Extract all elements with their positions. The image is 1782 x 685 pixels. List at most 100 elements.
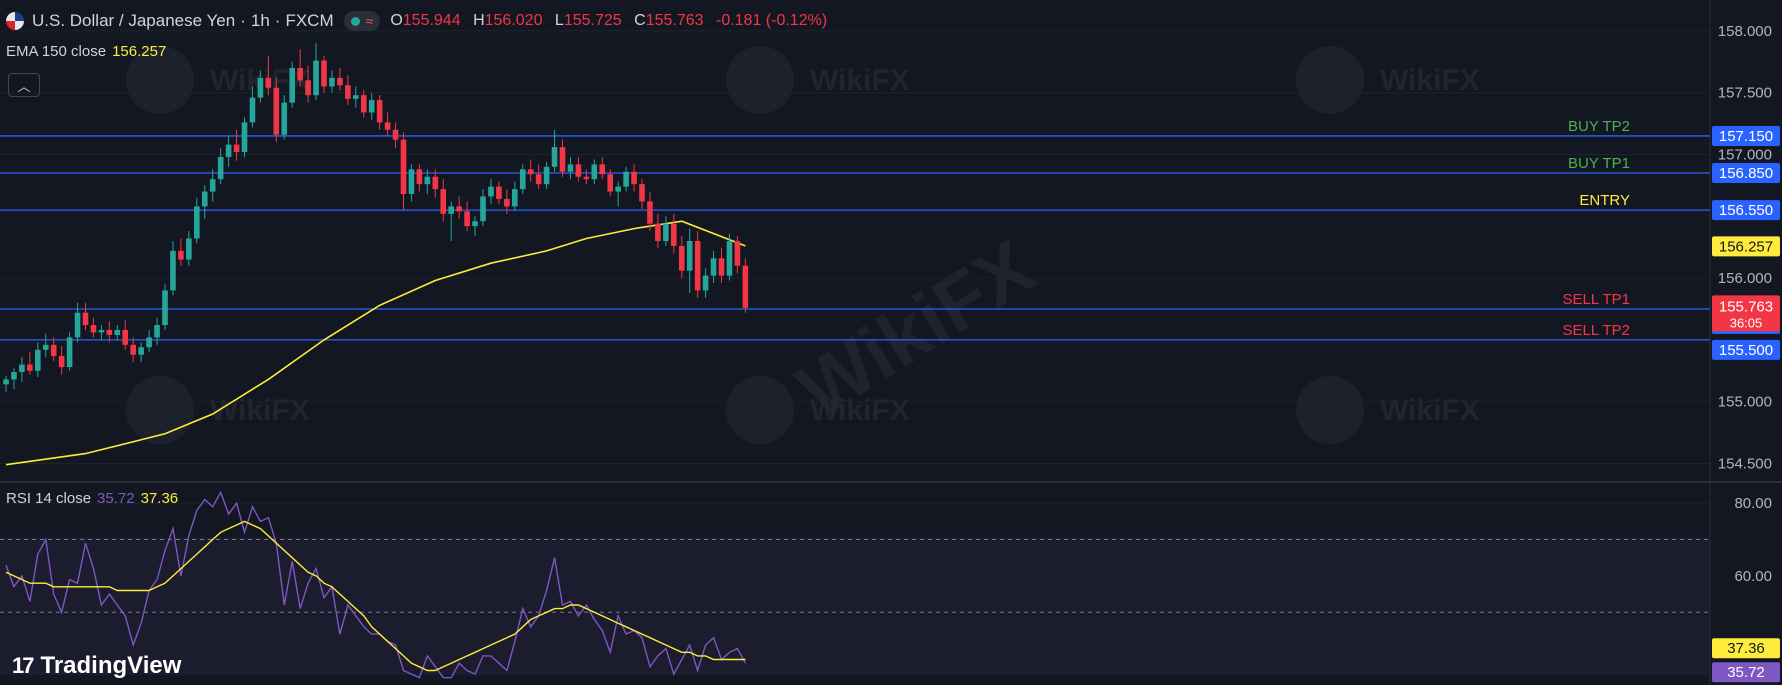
candle-body — [27, 364, 33, 371]
candle-body — [106, 329, 113, 335]
candle-body — [98, 329, 105, 333]
candle-body — [599, 164, 606, 175]
candle-body — [122, 329, 129, 345]
candle — [186, 231, 192, 266]
collapse-legend-button[interactable]: ︿ — [8, 73, 40, 97]
candle — [217, 148, 224, 185]
last-price-text: 155.763 — [1719, 298, 1773, 315]
price-tag: 157.150 — [1712, 125, 1780, 146]
candle-body — [321, 60, 327, 87]
candle — [106, 321, 113, 343]
symbol-title[interactable]: U.S. Dollar / Japanese Yen — [32, 11, 236, 30]
candle — [19, 357, 25, 382]
candle-body — [559, 147, 566, 172]
candle — [376, 95, 383, 130]
candle-body — [345, 85, 351, 99]
candle-body — [66, 337, 73, 368]
level-name: ENTRY — [1579, 192, 1630, 209]
candle — [615, 181, 621, 207]
rsi-legend[interactable]: RSI 14 close 35.72 37.36 — [6, 490, 178, 507]
candle-body — [718, 258, 725, 276]
price-tag: 155.500 — [1712, 339, 1780, 360]
watermark-text: WikiFX — [810, 394, 910, 427]
candle — [527, 159, 534, 182]
candle — [551, 129, 558, 172]
candle — [631, 164, 637, 192]
level-lines: BUY TP2 BUY TP1 ENTRY SELL TP1 SELL TP2 — [0, 118, 1710, 341]
candle — [543, 161, 550, 190]
market-status-badge[interactable]: ≈ — [343, 11, 381, 31]
candle-body — [591, 164, 598, 180]
price-tick-label: 158.000 — [1718, 23, 1772, 40]
candle-body — [217, 156, 224, 180]
candle-body — [694, 241, 701, 291]
rsi-guide-lines — [0, 502, 1710, 613]
candle — [66, 332, 73, 371]
candle-body — [353, 95, 359, 99]
candle — [360, 90, 367, 118]
price-axis-labels: 158.000 157.500 157.000 156.000 155.000 154.5… — [1718, 23, 1772, 473]
price-tag-text: 155.500 — [1719, 342, 1773, 359]
candle-body — [424, 176, 431, 185]
candle-body — [710, 258, 717, 276]
candle-body — [686, 241, 693, 271]
candle — [678, 236, 685, 279]
candle — [35, 342, 41, 377]
candle-body — [42, 344, 49, 350]
candle-body — [241, 122, 248, 153]
candle — [456, 196, 462, 219]
price-tag: 156.850 — [1712, 163, 1780, 184]
rsi-ma-tag: 37.36 — [1712, 638, 1780, 659]
interval-label[interactable]: 1h — [250, 11, 270, 30]
price-tag-text: 156.257 — [1719, 238, 1773, 255]
price-tag-text: 156.550 — [1719, 202, 1773, 219]
rsi-tag-bg — [1712, 662, 1780, 683]
candle — [424, 169, 431, 195]
candle-body — [249, 97, 256, 123]
price-tag-bg — [1712, 339, 1780, 360]
candle — [58, 346, 65, 375]
candle-body — [82, 312, 89, 326]
candle-body — [368, 100, 375, 113]
candle-body — [186, 238, 192, 260]
candle-body — [11, 372, 17, 380]
exchange-label: FXCM — [285, 11, 334, 30]
change-value: -0.181 (-0.12%) — [715, 12, 828, 29]
candle-body — [543, 166, 550, 185]
candle — [623, 166, 629, 192]
candle — [146, 329, 152, 353]
usd-jpy-flag-icon — [6, 12, 24, 30]
wave-icon: ≈ — [365, 13, 374, 29]
candle — [535, 164, 542, 190]
price-tick-label: 156.000 — [1718, 270, 1772, 287]
candle — [519, 164, 526, 195]
candle — [50, 337, 57, 361]
price-tag-bg — [1712, 200, 1780, 221]
candle — [464, 201, 470, 232]
candle — [130, 337, 136, 363]
candle — [289, 61, 295, 108]
candle-body — [527, 169, 534, 175]
watermark-icon — [1296, 376, 1364, 444]
ema-legend[interactable]: EMA 150 close 156.257 — [6, 43, 166, 60]
level-name: SELL TP2 — [1562, 322, 1630, 339]
candle — [313, 43, 319, 101]
candle — [98, 325, 105, 340]
candle — [209, 169, 216, 202]
candle-body — [607, 174, 613, 192]
candle-body — [273, 87, 280, 135]
candle — [138, 342, 144, 363]
candle — [90, 317, 97, 338]
candle — [480, 189, 486, 227]
candle-body — [329, 77, 335, 87]
watermark-icon — [126, 46, 194, 114]
candle-body — [631, 171, 637, 185]
ema-150-line — [5, 220, 746, 466]
candle-body — [289, 67, 295, 103]
rsi-ma-tag-text: 37.36 — [1727, 640, 1765, 657]
chevron-up-icon: ︿ — [17, 78, 31, 94]
tradingview-logo[interactable]: 17 TradingView — [12, 652, 181, 680]
high-value: 156.020 — [484, 12, 543, 29]
candle-body — [655, 223, 661, 241]
